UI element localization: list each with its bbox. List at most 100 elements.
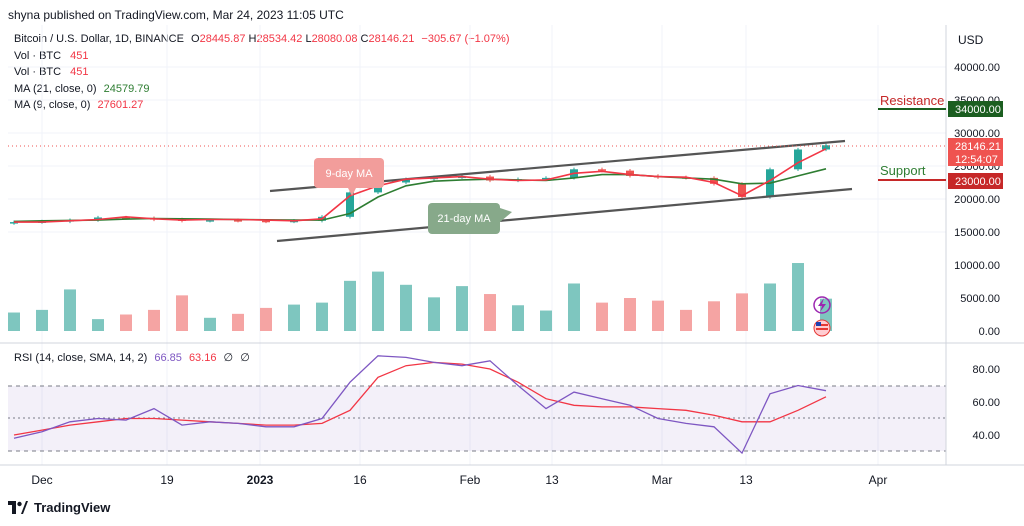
rsi-extra-2: ∅: [240, 352, 250, 364]
candle-body: [206, 220, 214, 222]
l-label: L: [305, 33, 312, 45]
candle-body: [234, 220, 242, 222]
ma21-line[interactable]: [13, 168, 827, 223]
volume-bar: [288, 304, 300, 331]
ma21-callout-pointer: [500, 208, 512, 222]
ma9-callout-box: [314, 158, 384, 188]
candle-body: [542, 177, 550, 180]
lightning-icon[interactable]: [813, 296, 831, 314]
price-tick-label: 20000.00: [954, 194, 1000, 206]
current-price-text: 28146.21: [955, 141, 1001, 153]
ma9-callout[interactable]: 9-day MA: [314, 158, 384, 196]
publisher-line: shyna published on TradingView.com, Mar …: [8, 8, 344, 22]
volume-bar: [512, 305, 524, 331]
rsi-tick-label: 80.00: [972, 364, 1000, 376]
rsi-tick-label: 60.00: [972, 397, 1000, 409]
time-tick-label: Dec: [31, 473, 52, 487]
vol-value: 451: [70, 66, 89, 78]
candle-body: [598, 169, 606, 171]
ma21-label: MA (21, close, 0): [14, 82, 97, 95]
rsi-tick-label: 40.00: [972, 430, 1000, 442]
vol-label: Vol · BTC: [14, 49, 62, 62]
volume-tick-label: 0.00: [979, 326, 1000, 338]
resistance-label: Resistance: [880, 93, 944, 108]
tradingview-brand[interactable]: TradingView: [8, 500, 110, 515]
candle-body: [794, 149, 802, 170]
vol-row-1[interactable]: Vol · BTC 451: [14, 48, 510, 65]
ma9-label: MA (9, close, 0): [14, 99, 91, 111]
close-value: 28146.21: [368, 33, 415, 45]
time-axis[interactable]: Dec 19 2023 16 Feb 13 Mar 13 Apr: [31, 473, 887, 487]
rsi-sma-line[interactable]: [13, 361, 827, 436]
time-tick-label: 13: [545, 473, 559, 487]
support-price-text: 23000.00: [955, 176, 1001, 188]
time-tick-label: Apr: [869, 473, 888, 487]
volume-bar: [708, 301, 720, 331]
volume-bar: [92, 319, 104, 331]
low-value: 28080.08: [311, 33, 358, 45]
change-value: −305.67 (−1.07%): [421, 33, 510, 45]
volume-bar: [764, 283, 776, 331]
volume-bar: [232, 313, 244, 331]
volume-bars: [8, 263, 832, 331]
volume-bar: [400, 284, 412, 331]
symbol-name[interactable]: Bitcoin / U.S. Dollar, 1D, BINANCE: [14, 33, 184, 45]
resistance-price-badge: [948, 101, 1003, 117]
countdown-text: 12:54:07: [955, 154, 998, 166]
rsi-sma-value: 63.16: [188, 352, 217, 364]
tradingview-logo-icon: [8, 501, 28, 514]
ma21-callout[interactable]: 21-day MA: [428, 203, 512, 234]
ma21-callout-box: [428, 203, 500, 234]
vol-row-2[interactable]: Vol · BTC 451: [14, 64, 510, 81]
current-price-badge: [948, 138, 1003, 166]
tradingview-name: TradingView: [34, 500, 111, 515]
ma21-value: 24579.79: [103, 82, 150, 95]
rsi-legend[interactable]: RSI (14, close, SMA, 14, 2) 66.85 63.16 …: [14, 351, 250, 364]
open-value: 28445.87: [199, 33, 246, 45]
rsi-value: 66.85: [154, 352, 182, 364]
candle-body: [626, 170, 634, 176]
support-price-badge: [948, 173, 1003, 189]
volume-bar: [624, 298, 636, 331]
volume-bar: [540, 310, 552, 331]
volume-axis[interactable]: 10000.00 5000.00 0.00: [954, 260, 1000, 338]
channel-lower-line[interactable]: [276, 187, 853, 243]
resistance-price-text: 34000.00: [955, 104, 1001, 116]
volume-bar: [36, 309, 48, 331]
currency-label[interactable]: USD: [958, 33, 984, 47]
ma9-line[interactable]: [14, 148, 827, 223]
volume-bar: [176, 295, 188, 331]
volume-bar: [64, 289, 76, 331]
c-label: C: [360, 33, 369, 45]
volume-bar: [372, 271, 384, 331]
volume-bar: [8, 312, 20, 331]
volume-bar: [456, 286, 468, 331]
price-legend: Bitcoin / U.S. Dollar, 1D, BINANCE O2844…: [14, 31, 510, 114]
time-tick-label: 19: [160, 473, 174, 487]
price-tick-label: 15000.00: [954, 227, 1000, 239]
ma21-row[interactable]: MA (21, close, 0) 24579.79: [14, 81, 510, 98]
rsi-axis[interactable]: 80.00 60.00 40.00: [972, 364, 1000, 442]
ma9-row[interactable]: MA (9, close, 0) 27601.27: [14, 97, 510, 114]
ma9-value: 27601.27: [97, 99, 144, 111]
high-value: 28534.42: [256, 33, 303, 45]
o-label: O: [191, 33, 200, 45]
price-tick-label: 40000.00: [954, 62, 1000, 74]
volume-bar: [204, 317, 216, 331]
volume-tick-label: 5000.00: [960, 293, 1000, 305]
volume-bar: [652, 300, 664, 331]
rsi-line[interactable]: [13, 355, 827, 455]
time-tick-label: 2023: [247, 473, 274, 487]
candle-body: [262, 220, 270, 223]
price-tick-label: 30000.00: [954, 128, 1000, 140]
time-tick-label: 16: [353, 473, 367, 487]
candle-body: [122, 217, 130, 219]
ma9-callout-text: 9-day MA: [325, 168, 373, 180]
flag-icon[interactable]: [813, 319, 831, 337]
volume-bar: [148, 309, 160, 331]
volume-bar: [484, 294, 496, 331]
ohlc-row: Bitcoin / U.S. Dollar, 1D, BINANCE O2844…: [14, 31, 510, 48]
rsi-extra-1: ∅: [223, 352, 234, 364]
volume-bar: [316, 302, 328, 331]
